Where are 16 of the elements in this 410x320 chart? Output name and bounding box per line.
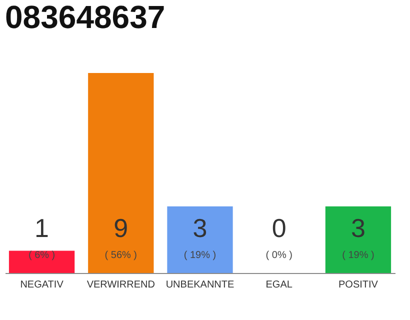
annotation: ( 19% ): [342, 250, 374, 261]
x-tick-label: EGAL: [266, 280, 293, 290]
annotation: ( 56% ): [104, 250, 138, 261]
chart-title: 083648637: [5, 0, 166, 35]
x-tick-label: UNBEKANNTE: [166, 280, 234, 290]
annotation: ( 6% ): [28, 250, 56, 261]
annotation: ( 0% ): [266, 250, 292, 261]
x-tick-label: POSITIV: [338, 280, 378, 290]
x-tick-label: VERWIRREND: [86, 280, 155, 290]
data-label: 9: [114, 213, 128, 243]
annotation: ( 19% ): [184, 250, 216, 261]
data-label: 0: [272, 213, 286, 243]
data-label: 3: [192, 213, 208, 243]
data-label: 1: [34, 213, 50, 243]
data-label: 3: [350, 213, 366, 243]
x-tick-label: NEGATIV: [20, 280, 64, 290]
